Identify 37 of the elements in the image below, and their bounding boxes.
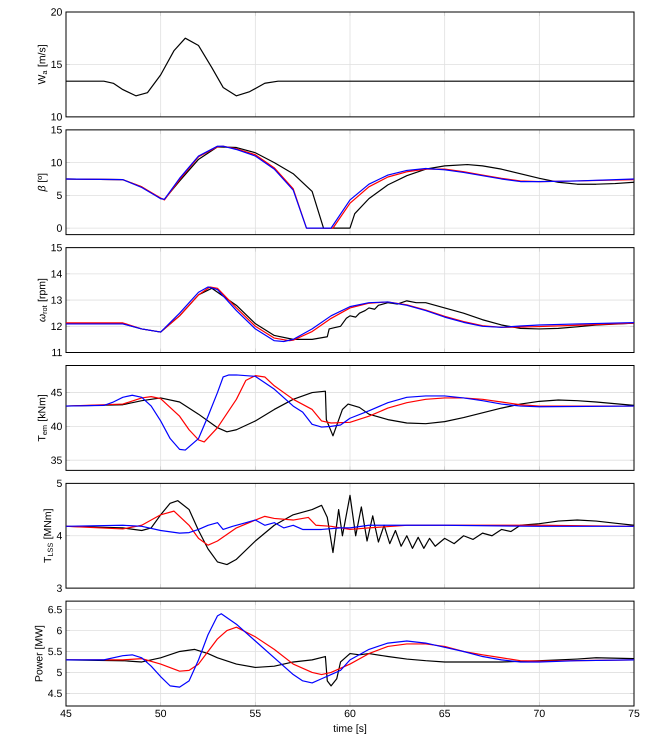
- x-tick-label: 50: [155, 710, 166, 718]
- y-tick-label: 13: [51, 296, 62, 304]
- y-tick-label: 20: [51, 8, 62, 16]
- y-tick-label: 0: [56, 224, 62, 232]
- y-tick-label: 5: [56, 480, 62, 487]
- y-tick-label: 12: [51, 322, 62, 330]
- y-tick-label: 5: [56, 192, 62, 200]
- y-tick-label: 6: [57, 626, 62, 634]
- y-tick-label: 15: [51, 244, 62, 252]
- y-tick-label: 6.5: [48, 606, 62, 614]
- y-tick-label: 10: [51, 158, 62, 166]
- x-tick-label: 70: [534, 710, 545, 718]
- y-axis-title: W$_{a}$ [m/s]: [38, 45, 48, 84]
- y-tick-label: 5: [56, 668, 62, 676]
- x-tick-label: 60: [344, 710, 356, 718]
- y-axis-title: T$_{LSS}$ [MNm]: [44, 509, 54, 563]
- y-axis-title: β [º]: [38, 174, 48, 192]
- x-axis-title: time [s]: [333, 724, 366, 734]
- x-tick-label: 65: [439, 710, 450, 718]
- y-axis-title: ω$_{rot}$ [rpm]: [38, 278, 48, 322]
- y-axis-title: T$_{em}$ [kNm]: [38, 395, 48, 442]
- y-tick-label: 4: [56, 532, 62, 540]
- y-tick-label: 45: [50, 388, 62, 396]
- x-tick-label: 75: [628, 710, 640, 717]
- y-tick-label: 15: [51, 126, 62, 134]
- line-series: [66, 613, 634, 688]
- y-tick-label: 15: [51, 60, 62, 68]
- y-tick-label: 4.5: [48, 690, 62, 698]
- y-tick-label: 40: [50, 422, 62, 430]
- y-axis-title: Power [MW]: [34, 626, 45, 682]
- y-tick-label: 10: [51, 113, 62, 121]
- y-tick-label: 3: [56, 584, 62, 592]
- y-tick-label: 5.5: [48, 648, 62, 656]
- y-tick-label: 35: [51, 456, 62, 464]
- y-tick-label: 14: [51, 270, 62, 278]
- y-tick-label: 11: [52, 348, 62, 356]
- x-tick-label: 55: [250, 710, 261, 717]
